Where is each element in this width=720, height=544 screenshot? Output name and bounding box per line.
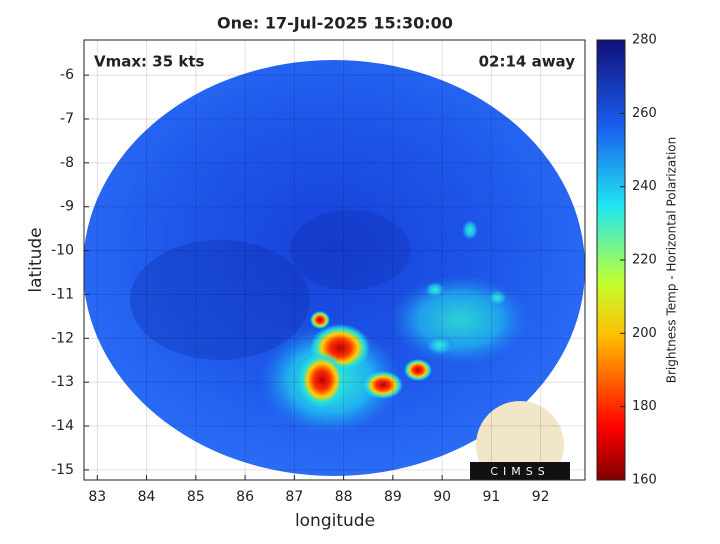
y-tick-label: -15 xyxy=(51,462,74,478)
y-axis-label: latitude xyxy=(26,227,46,292)
x-tick-label: 90 xyxy=(433,489,451,505)
y-tick-label: -11 xyxy=(51,286,74,302)
x-tick-label: 87 xyxy=(285,489,303,505)
y-tick-label: -12 xyxy=(51,330,74,346)
chart-title: One: 17-Jul-2025 15:30:00 xyxy=(217,14,453,33)
colorbar-label: Brightness Temp - Horizontal Polarizatio… xyxy=(665,137,679,384)
annotation: Vmax: 35 kts xyxy=(94,53,204,71)
colorbar-tick-label: 280 xyxy=(632,33,657,48)
annotation: 02:14 away xyxy=(479,53,576,71)
y-tick-label: -10 xyxy=(51,243,74,259)
x-axis-label: longitude xyxy=(295,511,375,531)
colorbar-tick-label: 240 xyxy=(632,179,657,194)
axes-frame xyxy=(83,39,586,481)
colorbar-tick-label: 260 xyxy=(632,106,657,121)
y-tick-label: -7 xyxy=(60,111,74,127)
x-tick-label: 84 xyxy=(138,489,156,505)
y-tick-label: -14 xyxy=(51,418,74,434)
y-tick-label: -8 xyxy=(60,155,74,171)
x-tick-label: 85 xyxy=(187,489,205,505)
satellite-image: CIMSS xyxy=(84,60,585,480)
x-tick-label: 89 xyxy=(384,489,402,505)
colorbar-tick-label: 220 xyxy=(632,253,657,268)
y-tick-label: -9 xyxy=(60,199,74,215)
x-tick-label: 91 xyxy=(482,489,500,505)
y-tick-label: -6 xyxy=(60,67,74,83)
colorbar-tick-label: 160 xyxy=(632,473,657,488)
x-tick-label: 92 xyxy=(532,489,550,505)
logo-text: CIMSS xyxy=(490,465,549,478)
x-tick-label: 86 xyxy=(236,489,254,505)
y-tick-label: -13 xyxy=(51,374,74,390)
colorbar-tick-label: 180 xyxy=(632,399,657,414)
x-tick-label: 83 xyxy=(88,489,106,505)
x-tick-label: 88 xyxy=(335,489,353,505)
colorbar-tick-label: 200 xyxy=(632,326,657,341)
